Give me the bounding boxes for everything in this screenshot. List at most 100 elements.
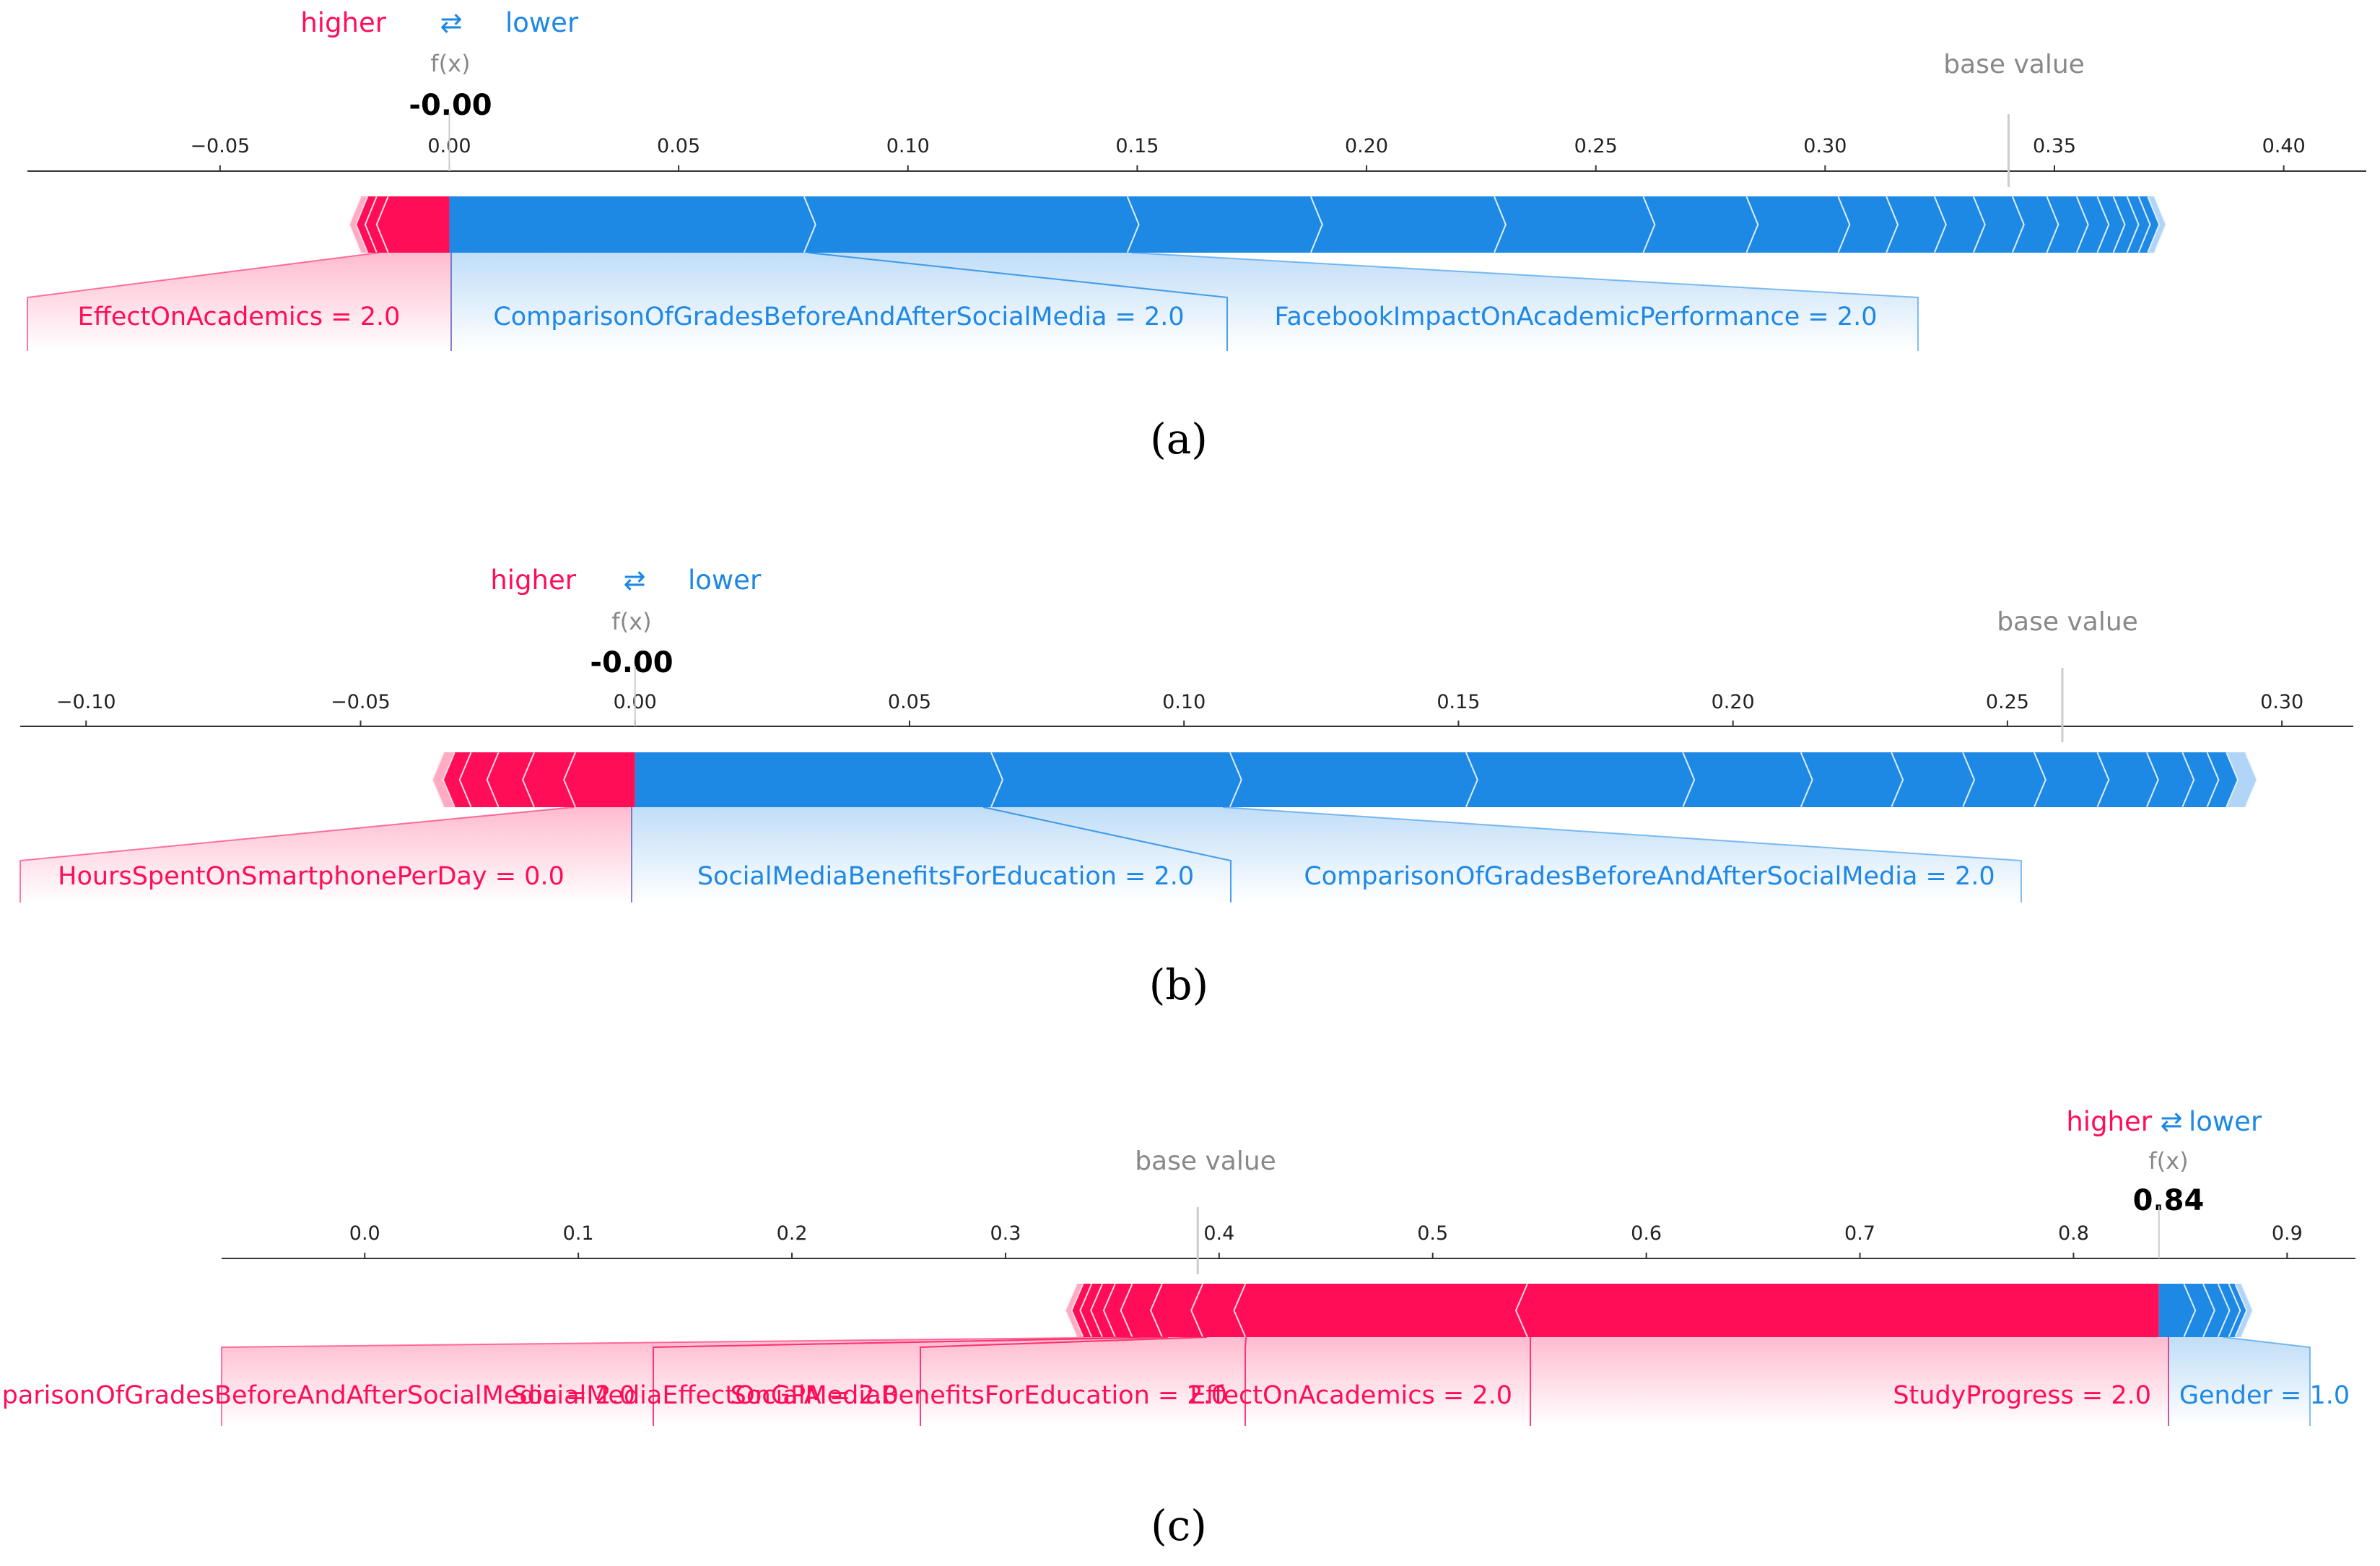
negative-segment-bar	[635, 752, 1004, 807]
negative-segment-bar	[2183, 752, 2220, 807]
x-tick-label: 0.8	[2058, 1222, 2089, 1245]
feature-label: SocialMediaBenefitsForEducation = 2.0	[697, 862, 1194, 891]
legend-higher-label: higher	[300, 7, 386, 38]
force-plot-b: higher ⇄ lower f(x) -0.00 base value (b)…	[19, 565, 2353, 1009]
segment-divider	[430, 752, 445, 808]
negative-segment-bar	[1974, 196, 2025, 253]
fx-label: f(x)	[611, 608, 651, 635]
feature-label: ComparisonOfGradesBeforeAndAfterSocialMe…	[0, 1381, 635, 1410]
feature-connector-line	[920, 1336, 1208, 1426]
legend-arrow-icon: ⇄	[2160, 1106, 2182, 1137]
x-tick-label: 0.2	[777, 1222, 808, 1245]
negative-segment-bar	[2127, 196, 2151, 253]
x-tick-label: 0.6	[1631, 1222, 1662, 1245]
negative-segment-bar	[1644, 196, 1759, 253]
legend-arrow-icon: ⇄	[623, 565, 645, 596]
negative-segment-bar	[1747, 196, 1851, 253]
positive-segment-bar	[364, 196, 388, 253]
x-tick-label: 0.3	[990, 1222, 1021, 1245]
x-tick-label: 0.1	[563, 1222, 594, 1245]
feature-label: HoursSpentOnSmartphonePerDay = 0.0	[58, 862, 565, 891]
positive-segment-bar	[486, 752, 534, 807]
positive-segment-bar	[1064, 1284, 1083, 1337]
negative-segment-bar	[1466, 752, 1696, 807]
legend-c: higher ⇄ lower	[2066, 1106, 2262, 1137]
negative-segment-bar	[2147, 752, 2195, 807]
base-value-label: base value	[1135, 1147, 1276, 1176]
x-tick-label: 0.4	[1203, 1222, 1234, 1245]
x-tick-label: 0.30	[2260, 691, 2303, 713]
panel-caption: (c)	[1151, 1501, 1207, 1550]
negative-segment-bar	[2047, 196, 2089, 253]
legend-b: higher ⇄ lower	[490, 565, 762, 596]
segment-divider	[346, 196, 362, 253]
negative-segment-bar	[2139, 196, 2161, 253]
negative-segment-bar	[1839, 196, 1899, 253]
segment-divider	[2241, 1283, 2256, 1338]
segment-divider	[440, 752, 455, 808]
x-tick-label: 0.15	[1437, 691, 1480, 713]
negative-segment-bar	[2148, 196, 2167, 253]
negative-segment-bar	[804, 196, 1140, 253]
x-tick-label: 0.7	[1844, 1222, 1875, 1245]
feature-connector-fill	[1245, 1337, 1530, 1426]
negative-segment-bar	[2098, 752, 2159, 807]
fx-value: 0.84	[2133, 1184, 2205, 1217]
fx-label: f(x)	[430, 50, 470, 77]
feature-connector-fill	[808, 253, 1918, 351]
force-plot-a: higher ⇄ lower f(x) -0.00 base value (a)…	[27, 7, 2366, 464]
feature-label: ComparisonOfGradesBeforeAndAfterSocialMe…	[1304, 862, 1995, 891]
feature-connector-line	[653, 1336, 1169, 1426]
negative-segment-bar	[1963, 752, 2046, 807]
negative-segment-bar	[1935, 196, 1986, 253]
feature-connector-line	[27, 252, 380, 351]
x-tick-label: 0.35	[2033, 135, 2076, 157]
x-tick-label: 0.20	[1345, 135, 1388, 157]
panel-caption: (b)	[1149, 960, 1208, 1009]
feature-connector-line	[19, 806, 575, 902]
negative-segment-bar	[2077, 196, 2110, 253]
negative-segment-bar	[2184, 1284, 2215, 1337]
feature-label: Gender = 1.0	[2179, 1381, 2350, 1410]
positive-segment-bar	[1190, 1284, 1245, 1337]
negative-segment-bar	[2236, 1284, 2254, 1337]
negative-segment-bar	[1128, 196, 1323, 253]
x-tick-label: −0.10	[56, 691, 116, 713]
feature-connector-fill	[20, 807, 632, 902]
panel-caption: (a)	[1150, 414, 1208, 464]
x-tick-label: −0.05	[190, 135, 250, 157]
positive-segment-bar	[563, 752, 635, 807]
x-tick-label: 0.25	[1986, 691, 2029, 713]
negative-segment-bar	[992, 752, 1242, 807]
legend-lower-label: lower	[505, 7, 579, 38]
feature-connector-fill	[27, 253, 451, 351]
negative-segment-bar	[1801, 752, 1904, 807]
legend-lower-label: lower	[2189, 1106, 2262, 1137]
positive-segment-bar	[1120, 1284, 1161, 1337]
feature-label: EffectOnAcademics = 2.0	[78, 303, 401, 331]
force-plot-c: higher ⇄ lower f(x) 0.84 base value (c) …	[0, 1106, 2355, 1550]
x-tick-label: 0.05	[657, 135, 700, 157]
legend-a: higher ⇄ lower	[300, 7, 579, 38]
x-tick-label: −0.05	[331, 691, 391, 713]
fx-value: -0.00	[590, 646, 673, 679]
feature-connector-line	[1245, 1336, 1247, 1426]
feature-connector-line	[982, 806, 1232, 902]
x-tick-label: 0.9	[2272, 1222, 2303, 1245]
feature-connector-fill	[1530, 1337, 2168, 1426]
x-tick-label: 0.15	[1115, 135, 1159, 157]
feature-label: FacebookImpactOnAcademicPerformance = 2.…	[1274, 303, 1877, 331]
x-tick-label: 0.20	[1712, 691, 1755, 713]
positive-segment-bar	[375, 196, 450, 253]
x-tick-label: 0.30	[1803, 135, 1847, 157]
segment-divider	[2244, 752, 2259, 808]
segment-divider	[353, 196, 368, 253]
feature-connector-fill	[2168, 1337, 2310, 1426]
feature-label: StudyProgress = 2.0	[1893, 1381, 2151, 1410]
segment-divider	[2234, 1283, 2249, 1338]
positive-segment-bar	[355, 196, 376, 253]
fx-value: -0.00	[409, 89, 492, 122]
negative-segment-bar	[2227, 752, 2258, 807]
fx-label: f(x)	[2148, 1147, 2188, 1175]
